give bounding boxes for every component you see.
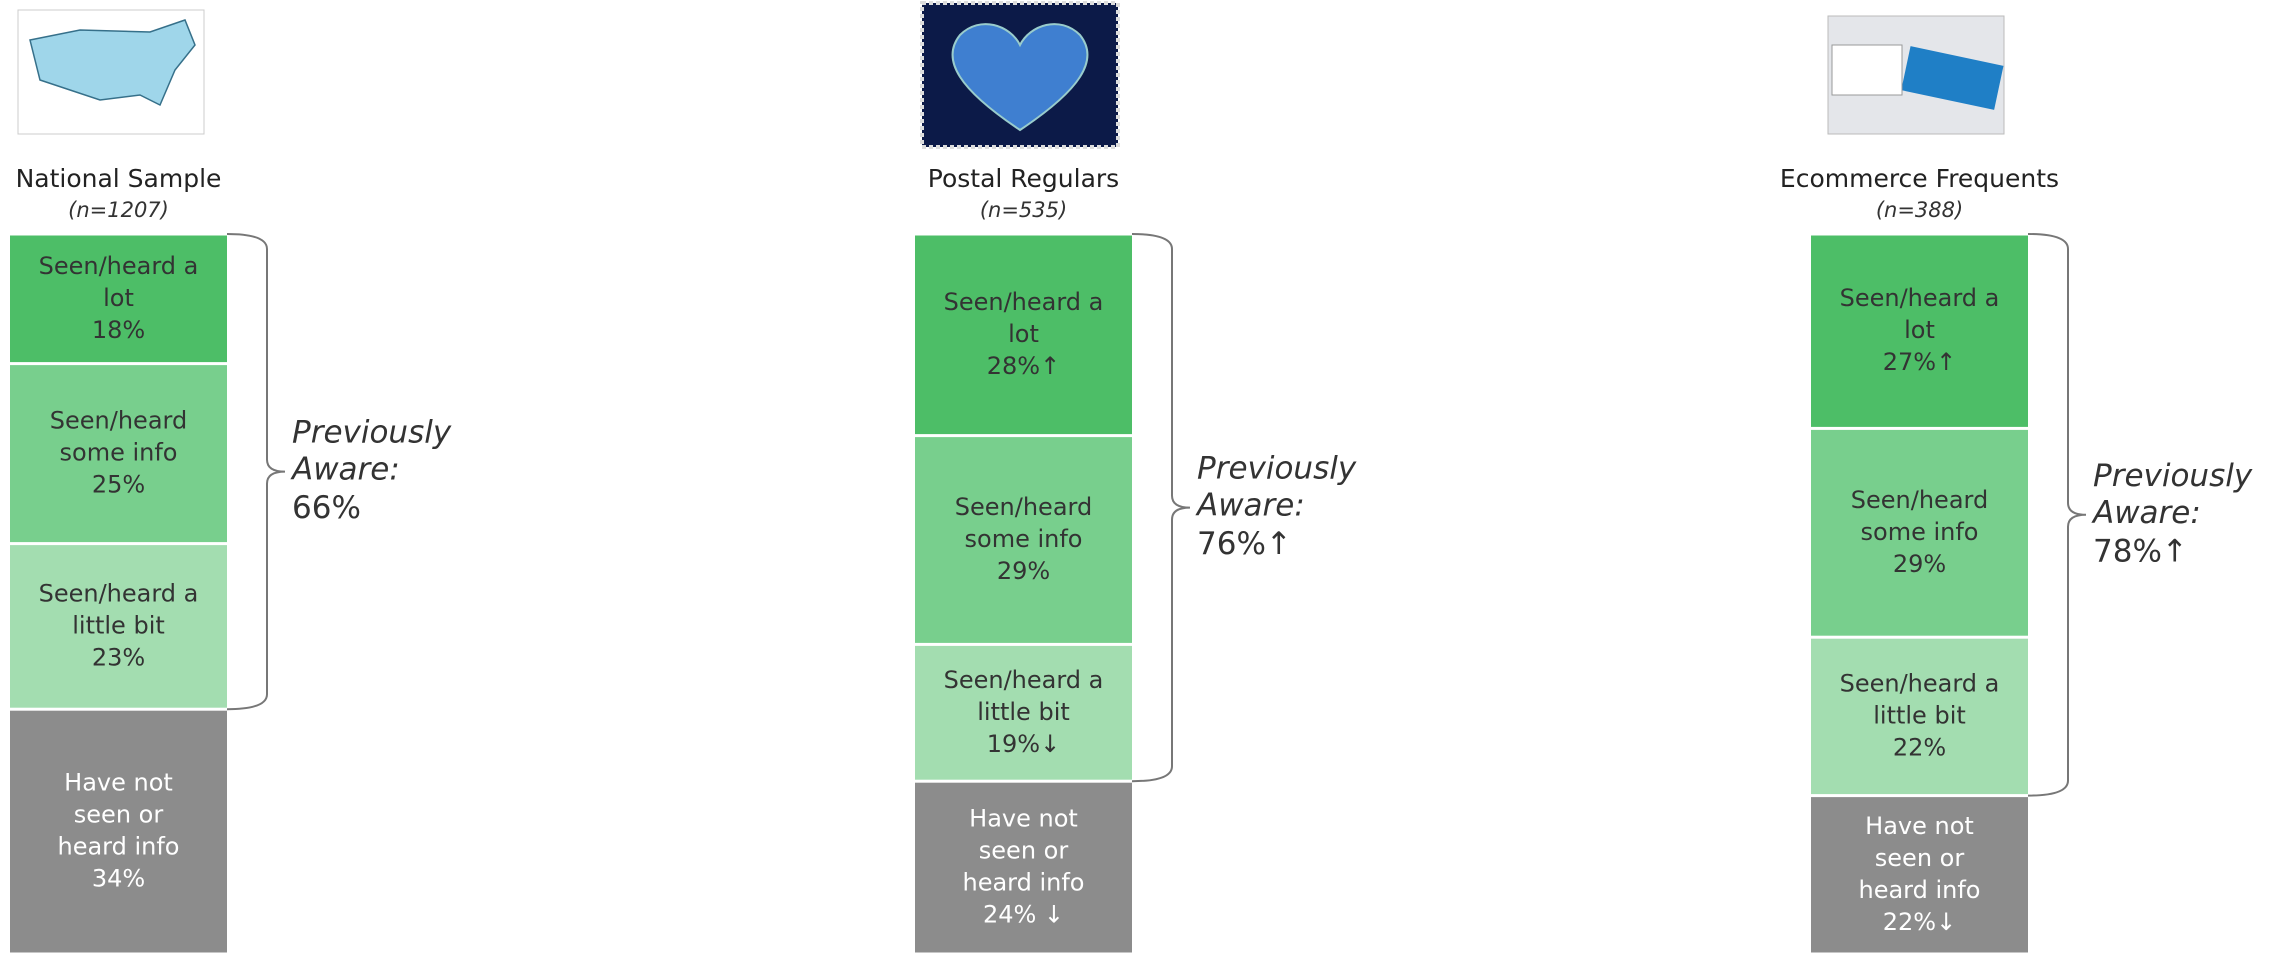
chart-subtitle: (n=388) (1876, 198, 1963, 222)
value-label: 27%↑ (1883, 348, 1956, 376)
bar-segment (10, 235, 227, 363)
bar-segment (915, 782, 1132, 953)
segment-label: Have not seen or heard info (1858, 812, 1980, 904)
bar-segment (915, 437, 1132, 643)
segment-label: Seen/heard some info (1851, 486, 1988, 546)
stamp-icon (920, 1, 1120, 149)
keyboard-icon (1827, 15, 2005, 135)
chart-title: Ecommerce Frequents (1780, 164, 2059, 193)
segment-label: Seen/heard a lot (944, 288, 1104, 348)
segment-label: Seen/heard a little bit (944, 666, 1104, 726)
map-icon (17, 9, 205, 135)
segment-label: Seen/heard a lot (1840, 284, 2000, 344)
bar-segment (10, 545, 227, 708)
bar-segment (10, 710, 227, 953)
bar-segment (1811, 235, 2028, 427)
bar-segment (10, 365, 227, 543)
annotation-value: 78%↑ (2093, 533, 2188, 569)
annotation-label: Previously Aware: (1195, 450, 1357, 523)
bracket (2027, 233, 2087, 797)
chart-subtitle: (n=1207) (68, 198, 169, 222)
bar-segment (1811, 797, 2028, 953)
value-label: 25% (92, 471, 145, 499)
value-label: 18% (92, 316, 145, 344)
bar-segment (915, 235, 1132, 435)
segment-label: Seen/heard some info (955, 493, 1092, 553)
value-label: 29% (1893, 550, 1946, 578)
bar-segment (1811, 429, 2028, 636)
segment-label: Have not seen or heard info (57, 769, 179, 861)
value-label: 23% (92, 643, 145, 671)
annotation-label: Previously Aware: (2091, 457, 2253, 530)
segment-label: Seen/heard some info (50, 407, 187, 467)
annotation-value: 66% (292, 490, 361, 526)
bar-segment (1811, 638, 2028, 795)
value-label: 34% (92, 865, 145, 893)
value-label: 29% (997, 557, 1050, 585)
chart-title: National Sample (16, 164, 222, 193)
segment-label: Have not seen or heard info (962, 805, 1084, 897)
annotation-value: 76%↑ (1197, 526, 1292, 562)
value-label: 19%↓ (987, 730, 1060, 758)
bracket (226, 233, 286, 711)
value-label: 22%↓ (1883, 908, 1956, 936)
segment-label: Seen/heard a lot (39, 252, 199, 312)
value-label: 22% (1893, 733, 1946, 761)
segment-label: Seen/heard a little bit (1840, 669, 2000, 729)
value-label: 28%↑ (987, 352, 1060, 380)
bracket (1131, 233, 1191, 783)
bar-segment (915, 645, 1132, 780)
chart-title: Postal Regulars (928, 164, 1119, 193)
chart-subtitle: (n=535) (980, 198, 1067, 222)
value-label: 24% ↓ (983, 901, 1064, 929)
annotation-label: Previously Aware: (290, 414, 452, 487)
segment-label: Seen/heard a little bit (39, 579, 199, 639)
